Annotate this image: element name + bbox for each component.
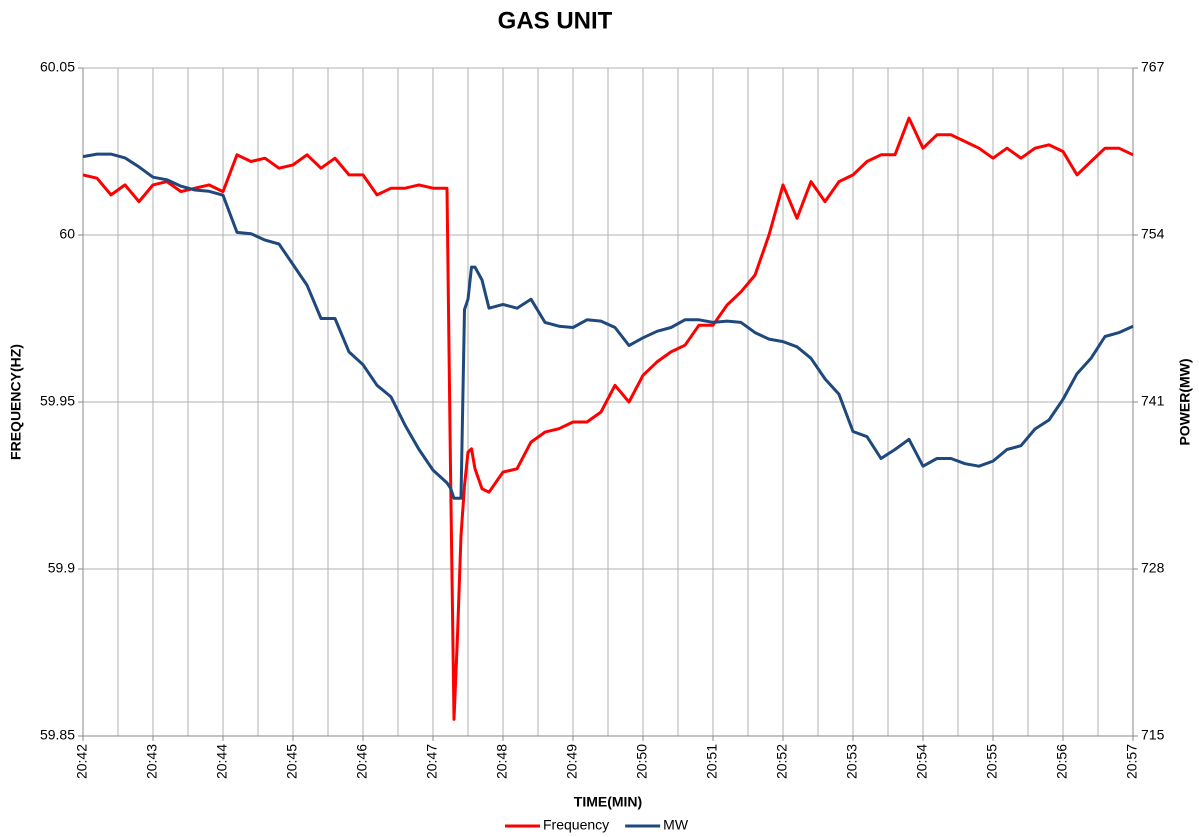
series-line bbox=[82, 152, 1134, 500]
y-tick-label: 59.85 bbox=[40, 727, 75, 743]
x-tick-label: 20:52 bbox=[774, 744, 790, 779]
y-axis-title: FREQUENCY(HZ) bbox=[8, 344, 24, 460]
x-tick-label: 20:55 bbox=[984, 744, 1000, 779]
y-tick-label: 59.95 bbox=[40, 393, 75, 409]
x-tick-label: 20:56 bbox=[1054, 744, 1070, 779]
y2-tick-label: 741 bbox=[1141, 393, 1165, 409]
y-tick-label: 60.05 bbox=[40, 59, 75, 75]
x-tick-label: 20:46 bbox=[354, 744, 370, 779]
y2-tick-label: 715 bbox=[1141, 727, 1165, 743]
y2-tick-label: 767 bbox=[1141, 59, 1165, 75]
legend-label: MW bbox=[663, 817, 689, 833]
y2-tick-label: 754 bbox=[1141, 226, 1165, 242]
x-tick-label: 20:42 bbox=[74, 744, 90, 779]
x-axis-title: TIME(MIN) bbox=[574, 794, 642, 810]
x-tick-label: 20:50 bbox=[634, 744, 650, 779]
x-tick-label: 20:44 bbox=[214, 744, 230, 779]
x-tick-label: 20:53 bbox=[844, 744, 860, 779]
chart-title: GAS UNIT bbox=[498, 7, 613, 34]
y2-axis-title: POWER(MW) bbox=[1177, 358, 1193, 445]
y-tick-label: 59.9 bbox=[48, 560, 75, 576]
x-tick-label: 20:45 bbox=[284, 744, 300, 779]
x-tick-label: 20:47 bbox=[424, 744, 440, 779]
x-tick-label: 20:49 bbox=[564, 744, 580, 779]
legend-label: Frequency bbox=[543, 817, 609, 833]
x-tick-label: 20:48 bbox=[494, 744, 510, 779]
x-tick-label: 20:54 bbox=[914, 744, 930, 779]
x-tick-label: 20:57 bbox=[1124, 744, 1140, 779]
y-tick-label: 60 bbox=[59, 226, 75, 242]
series-line bbox=[82, 116, 1134, 721]
y2-tick-label: 728 bbox=[1141, 560, 1165, 576]
x-tick-label: 20:51 bbox=[704, 744, 720, 779]
x-tick-label: 20:43 bbox=[144, 744, 160, 779]
